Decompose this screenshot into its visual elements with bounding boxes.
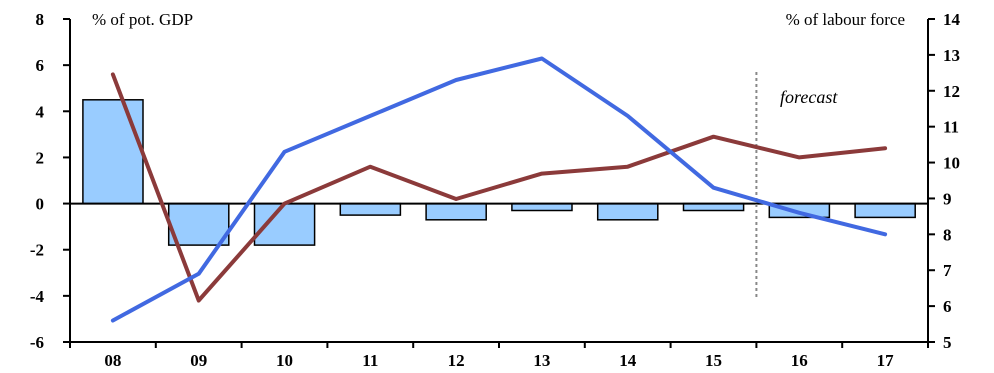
right-tick-label: 14	[943, 10, 961, 29]
x-tick-label: 10	[276, 351, 293, 370]
axes: 8 6 4 2 0 -2 -4 -6 14 13 12 11 10 9 8 7 6 5 08 09 10 11 12 13 14…	[30, 10, 961, 370]
right-tick-label: 13	[943, 46, 960, 65]
left-tick-label: 4	[36, 102, 45, 121]
bar-11	[339, 202, 402, 216]
bar-14	[596, 202, 659, 221]
left-tick-label: 0	[36, 195, 45, 214]
x-tick-label: 16	[791, 351, 808, 370]
bar-17	[854, 202, 916, 219]
bar-12	[425, 202, 487, 221]
left-tick-label: -4	[30, 287, 45, 306]
right-axis-line-series	[110, 56, 888, 323]
bar-series	[82, 99, 916, 246]
left-tick-label: -2	[30, 241, 44, 260]
right-tick-label: 5	[943, 333, 952, 352]
x-tick-label: 11	[362, 351, 378, 370]
right-tick-label: 6	[943, 297, 952, 316]
right-tick-label: 11	[943, 118, 959, 137]
left-tick-label: 2	[36, 148, 45, 167]
x-tick-label: 09	[190, 351, 207, 370]
forecast-annotation: forecast	[780, 87, 838, 107]
right-tick-label: 7	[943, 261, 952, 280]
left-tick-label: 6	[36, 56, 45, 75]
bar-15	[682, 202, 745, 212]
bar-09	[167, 202, 230, 246]
x-tick-label: 08	[104, 351, 121, 370]
right-tick-label: 8	[943, 225, 952, 244]
right-axis-title: % of labour force	[786, 10, 905, 29]
x-tick-label: 17	[877, 351, 895, 370]
right-tick-label: 9	[943, 189, 952, 208]
right-tick-label: 10	[943, 154, 960, 173]
left-axis-title: % of pot. GDP	[92, 10, 193, 29]
line-series	[110, 56, 888, 323]
right-tick-label: 12	[943, 82, 960, 101]
left-tick-label: -6	[30, 333, 44, 352]
bar-08	[82, 99, 144, 205]
x-tick-label: 15	[705, 351, 722, 370]
x-tick-label: 14	[619, 351, 637, 370]
x-tick-label: 12	[448, 351, 465, 370]
left-axis-line-series	[110, 72, 888, 303]
bar-13	[511, 202, 573, 212]
x-tick-label: 13	[533, 351, 550, 370]
left-tick-label: 8	[36, 10, 45, 29]
